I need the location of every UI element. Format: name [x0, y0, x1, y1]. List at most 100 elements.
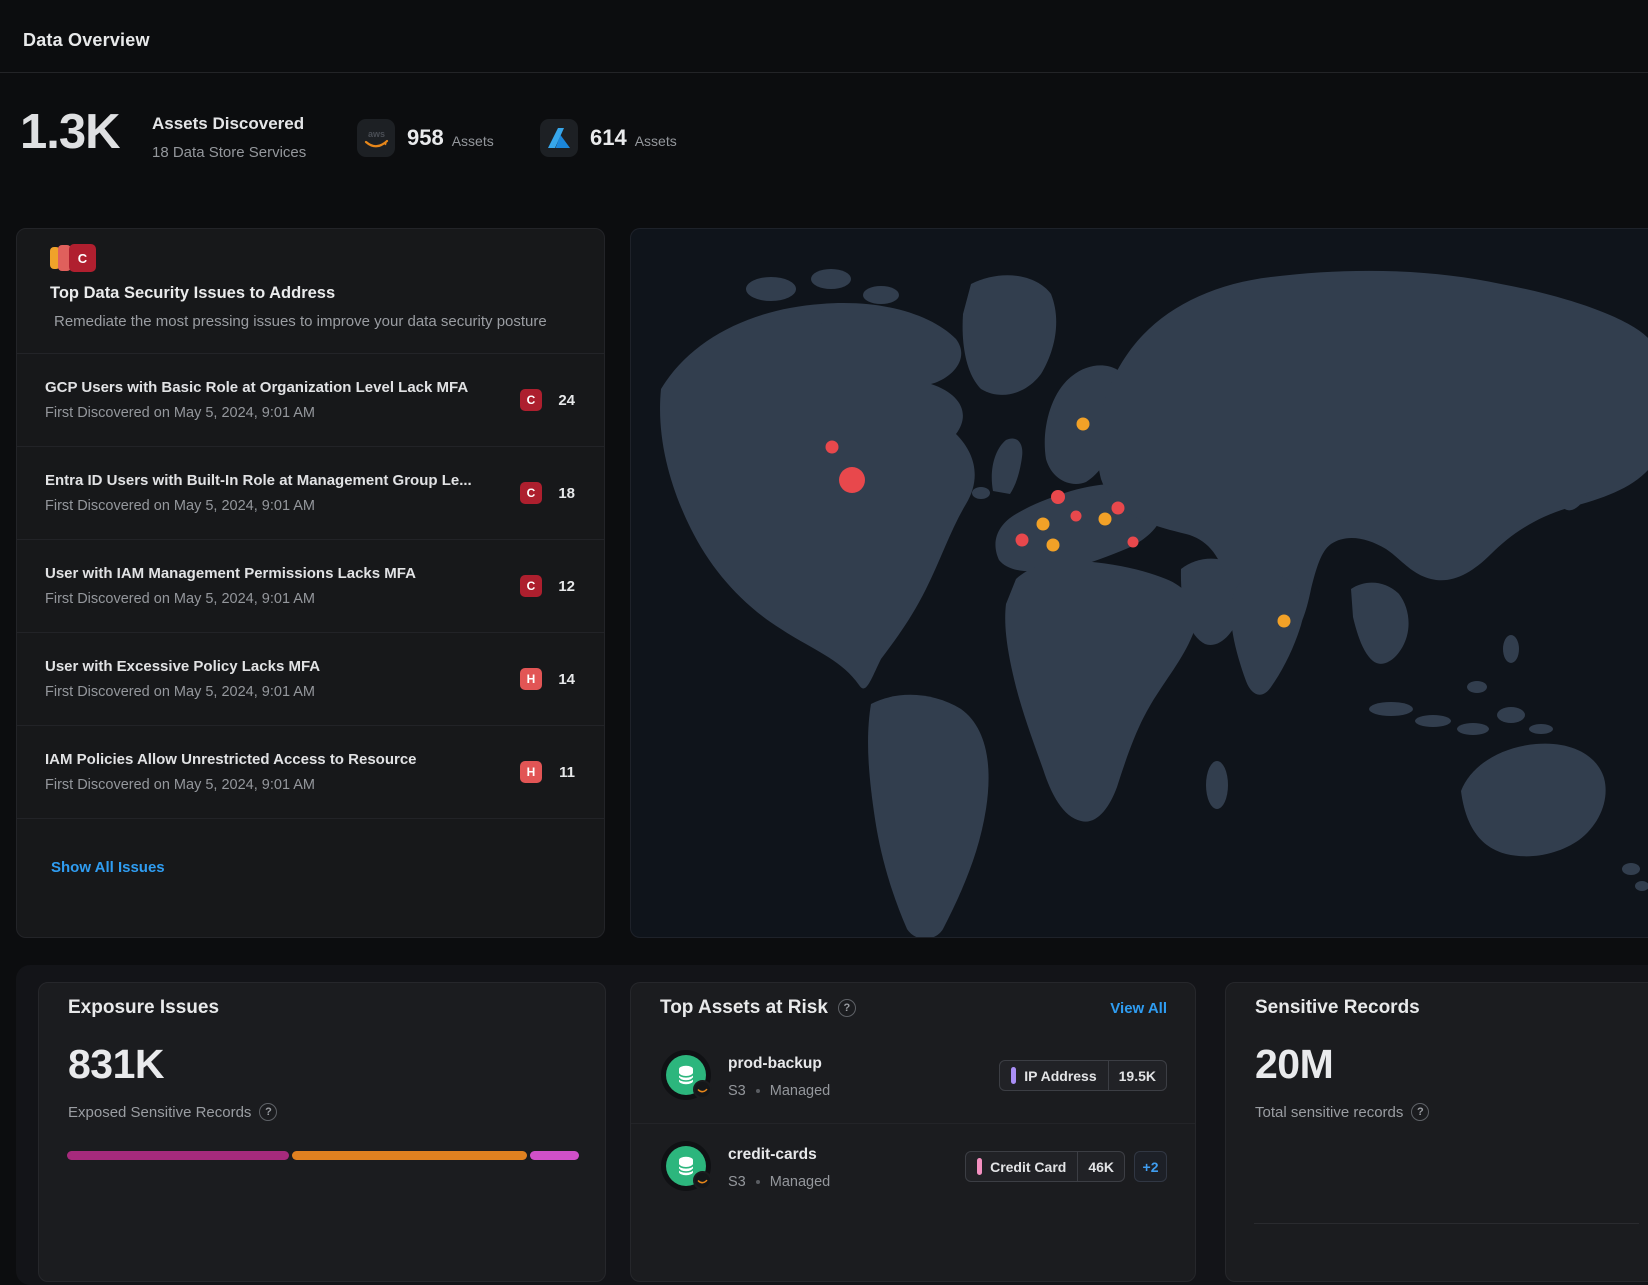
world-map: [631, 229, 1648, 938]
sensitive-records-value: 20M: [1255, 1041, 1333, 1088]
sensitive-records-label: Total sensitive records ?: [1255, 1103, 1429, 1121]
exposure-breakdown-bar: [67, 1151, 579, 1160]
map-marker[interactable]: [1051, 490, 1065, 504]
issue-count: 12: [557, 578, 575, 595]
top-issues-card-header: C Top Data Security Issues to Address Re…: [17, 229, 604, 354]
exposure-issues-title: Exposure Issues: [68, 997, 219, 1019]
aws-assets-count: 958: [407, 125, 444, 151]
data-overview-page: { "page": { "title": "Data Overview" }, …: [0, 0, 1648, 1236]
severity-badge: H: [520, 668, 542, 690]
exposure-issues-card: Exposure Issues 831K Exposed Sensitive R…: [38, 982, 606, 1282]
sensitive-records-card: Sensitive Records 20M Total sensitive re…: [1225, 982, 1648, 1282]
bullet-separator-icon: [756, 1089, 760, 1093]
aws-icon: aws: [357, 119, 395, 157]
issue-count: 24: [557, 392, 575, 409]
azure-asset-stat: 614 Assets: [540, 119, 677, 157]
database-icon: [676, 1155, 696, 1177]
map-marker[interactable]: [1128, 536, 1139, 547]
issues-list: GCP Users with Basic Role at Organizatio…: [17, 354, 604, 819]
top-issues-card: C Top Data Security Issues to Address Re…: [16, 228, 605, 938]
azure-assets-unit: Assets: [635, 128, 677, 149]
exposure-bar-segment: [292, 1151, 528, 1160]
issue-discovered-date: First Discovered on May 5, 2024, 9:01 AM: [45, 405, 468, 421]
issue-row[interactable]: IAM Policies Allow Unrestricted Access t…: [17, 726, 604, 819]
issue-discovered-date: First Discovered on May 5, 2024, 9:01 AM: [45, 777, 417, 793]
issue-row[interactable]: Entra ID Users with Built-In Role at Man…: [17, 447, 604, 540]
divider: [1254, 1223, 1639, 1224]
azure-icon: [540, 119, 578, 157]
top-issues-subtitle: Remediate the most pressing issues to im…: [54, 313, 547, 330]
sensitive-data-tag: IP Address 19.5K: [999, 1060, 1167, 1091]
help-icon[interactable]: ?: [259, 1103, 277, 1121]
asset-row[interactable]: credit-cards S3 Managed Credit Card 46K …: [631, 1123, 1195, 1213]
aws-icon: [693, 1080, 712, 1099]
top-issues-title: Top Data Security Issues to Address: [50, 284, 335, 303]
issue-title: IAM Policies Allow Unrestricted Access t…: [45, 751, 417, 768]
datastore-icon: [666, 1055, 706, 1095]
issue-discovered-date: First Discovered on May 5, 2024, 9:01 AM: [45, 591, 416, 607]
azure-assets-count: 614: [590, 125, 627, 151]
show-all-issues-link[interactable]: Show All Issues: [51, 859, 165, 876]
map-marker[interactable]: [1037, 518, 1050, 531]
asset-row[interactable]: prod-backup S3 Managed IP Address 19.5K: [631, 1033, 1195, 1123]
assets-discovered-label: Assets Discovered: [152, 114, 304, 134]
tag-color-bar: [1011, 1067, 1016, 1084]
exposure-bar-segment: [530, 1151, 579, 1160]
issue-discovered-date: First Discovered on May 5, 2024, 9:01 AM: [45, 684, 320, 700]
asset-name: credit-cards: [728, 1146, 817, 1164]
map-marker[interactable]: [1111, 501, 1124, 514]
map-marker[interactable]: [1277, 615, 1290, 628]
help-icon[interactable]: ?: [1411, 1103, 1429, 1121]
map-marker[interactable]: [1099, 513, 1112, 526]
data-store-services-label: 18 Data Store Services: [152, 144, 306, 161]
map-marker[interactable]: [1076, 418, 1089, 431]
severity-badge: C: [520, 389, 542, 411]
asset-name: prod-backup: [728, 1055, 822, 1073]
asset-meta: S3 Managed: [728, 1083, 830, 1099]
top-assets-title: Top Assets at Risk ?: [660, 997, 856, 1019]
issue-count: 11: [557, 764, 575, 781]
asset-service: S3: [728, 1083, 746, 1099]
header-divider: [0, 72, 1648, 73]
issue-row[interactable]: GCP Users with Basic Role at Organizatio…: [17, 354, 604, 447]
issue-count: 18: [557, 485, 575, 502]
bullet-separator-icon: [756, 1180, 760, 1184]
tag-value: 46K: [1078, 1152, 1124, 1181]
tag-value: 19.5K: [1109, 1061, 1166, 1090]
asset-status: Managed: [770, 1083, 830, 1099]
issue-row[interactable]: User with Excessive Policy Lacks MFA Fir…: [17, 633, 604, 726]
exposed-records-label: Exposed Sensitive Records ?: [68, 1103, 277, 1121]
assets-discovered-count: 1.3K: [20, 104, 120, 160]
issue-count: 14: [557, 671, 575, 688]
issue-discovered-date: First Discovered on May 5, 2024, 9:01 AM: [45, 498, 472, 514]
aws-icon: [693, 1171, 712, 1190]
database-icon: [676, 1064, 696, 1086]
top-assets-title-text: Top Assets at Risk: [660, 997, 828, 1019]
asset-locations-map-card: [630, 228, 1648, 938]
sensitive-records-title: Sensitive Records: [1255, 997, 1420, 1019]
map-marker[interactable]: [1015, 533, 1028, 546]
tag-color-bar: [977, 1158, 982, 1175]
aws-asset-stat: aws 958 Assets: [357, 119, 494, 157]
map-marker[interactable]: [825, 441, 838, 454]
map-marker[interactable]: [1046, 538, 1059, 551]
asset-meta: S3 Managed: [728, 1174, 830, 1190]
tag-label: Credit Card: [990, 1159, 1066, 1175]
issue-title: Entra ID Users with Built-In Role at Man…: [45, 472, 472, 489]
tag-label: IP Address: [1024, 1068, 1096, 1084]
help-icon[interactable]: ?: [838, 999, 856, 1017]
issue-title: GCP Users with Basic Role at Organizatio…: [45, 379, 468, 396]
severity-badge: H: [520, 761, 542, 783]
sensitive-records-label-text: Total sensitive records: [1255, 1104, 1403, 1121]
sensitive-data-tag: Credit Card 46K: [965, 1151, 1125, 1182]
map-marker[interactable]: [839, 467, 865, 493]
severity-cards-icon: C: [50, 243, 110, 273]
map-marker[interactable]: [1071, 511, 1082, 522]
view-all-link[interactable]: View All: [1110, 1000, 1167, 1017]
issue-row[interactable]: User with IAM Management Permissions Lac…: [17, 540, 604, 633]
datastore-icon: [666, 1146, 706, 1186]
severity-badge: C: [520, 575, 542, 597]
more-tags-button[interactable]: +2: [1134, 1151, 1167, 1182]
issue-title: User with Excessive Policy Lacks MFA: [45, 658, 320, 675]
svg-text:aws: aws: [368, 129, 385, 139]
